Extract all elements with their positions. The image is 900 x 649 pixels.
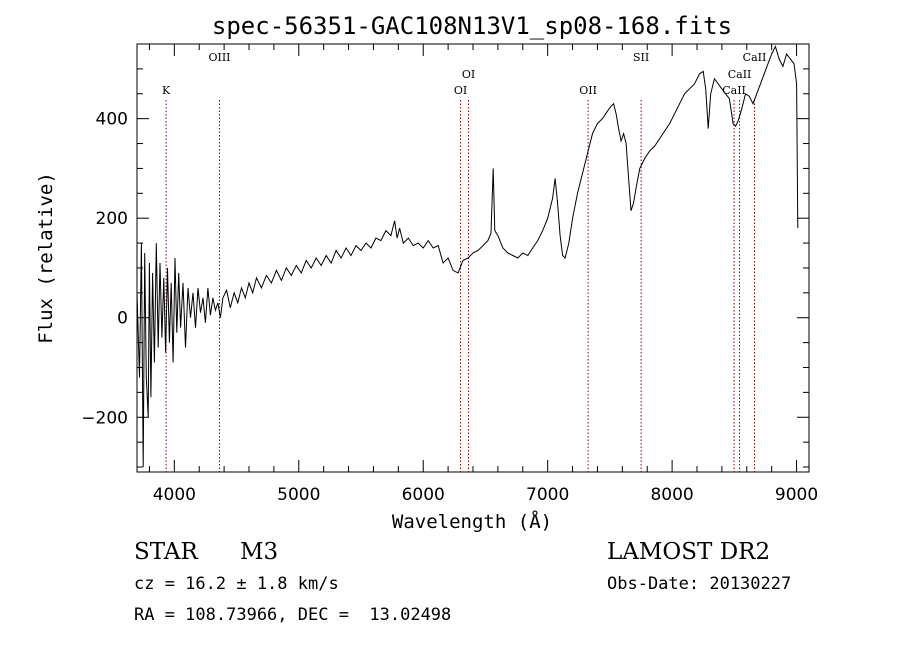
spectral-line-label: CaII [743,51,767,64]
x-tick-label: 8000 [650,485,693,505]
survey-name: LAMOST DR2 [607,539,770,565]
spectral-line-label: CaII [722,84,746,97]
chart-title: spec-56351-GAC108N13V1_sp08-168.fits [212,12,732,40]
spectral-line-label: OI [462,68,475,81]
spectrum-line [136,45,799,468]
plot-frame [136,43,810,473]
spectral-line-label: CaII [728,68,752,81]
spectral-line-label: OIII [208,51,230,64]
y-tick-label: 200 [96,209,128,229]
axis-tick-labels: 4000 5000 6000 7000 8000 9000 −200 0 200 400 [81,110,818,505]
object-type: STAR [134,539,198,565]
x-tick-label: 7000 [526,485,569,505]
x-tick-label: 4000 [153,485,196,505]
spectral-line-markers: K OIII OI OI OII SII CaII CaII CaII [162,51,766,472]
object-subclass: M3 [240,539,278,565]
axis-ticks [137,44,809,472]
spectral-line-label: OII [579,84,597,97]
y-tick-label: −200 [81,408,128,428]
spectral-line-label: SII [633,51,649,64]
x-tick-label: 5000 [277,485,320,505]
y-axis-label: Flux (relative) [35,172,57,344]
y-tick-label: 400 [96,110,128,130]
y-tick-label: 0 [117,309,128,329]
observation-date: Obs-Date: 20130227 [607,574,791,594]
spectral-line-label: OI [454,84,467,97]
x-axis-label: Wavelength (Å) [392,510,552,533]
x-tick-label: 9000 [775,485,818,505]
coordinates: RA = 108.73966, DEC = 13.02498 [134,605,451,625]
redshift-cz: cz = 16.2 ± 1.8 km/s [134,574,339,594]
spectral-line-label: K [162,84,171,97]
x-tick-label: 6000 [402,485,445,505]
